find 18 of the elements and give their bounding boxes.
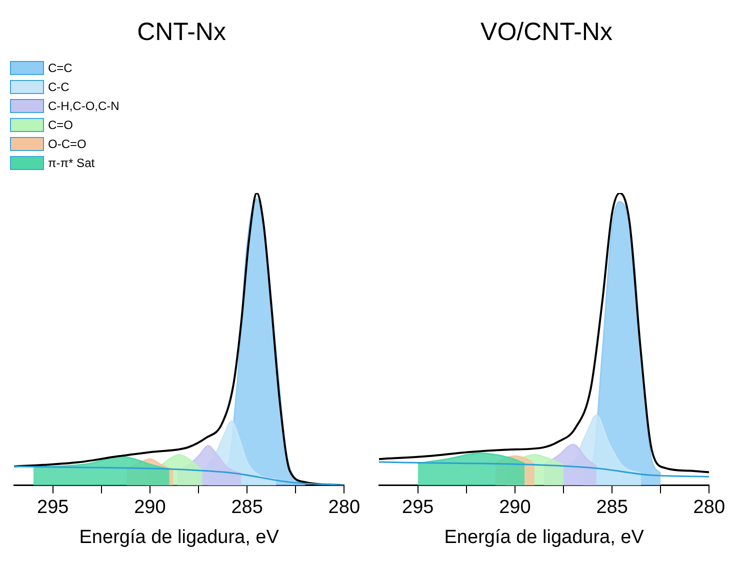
x-tick-label: 285 [596, 497, 628, 518]
chart-title: CNT-Nx [137, 18, 226, 46]
legend-label: O-C=O [48, 136, 86, 152]
x-tick-label: 285 [231, 497, 263, 518]
x-axis-title: Energía de ligadura, eV [79, 526, 280, 548]
x-tick-label: 280 [693, 497, 725, 518]
legend-label: C-H,C-O,C-N [48, 98, 120, 114]
x-tick-label: 290 [134, 497, 166, 518]
x-tick-label: 295 [402, 497, 434, 518]
chart-title: VO/CNT-Nx [480, 18, 613, 46]
x-tick-label: 295 [36, 497, 69, 518]
legend-label: C=O [48, 117, 74, 133]
legend-label: C=C [48, 60, 72, 76]
x-axis-title: Energía de ligadura, eV [444, 526, 644, 548]
x-tick-label: 280 [328, 497, 360, 518]
x-tick-label: 290 [499, 497, 531, 518]
legend-label: C-C [48, 79, 70, 95]
legend-label: π-π* Sat [48, 155, 95, 171]
